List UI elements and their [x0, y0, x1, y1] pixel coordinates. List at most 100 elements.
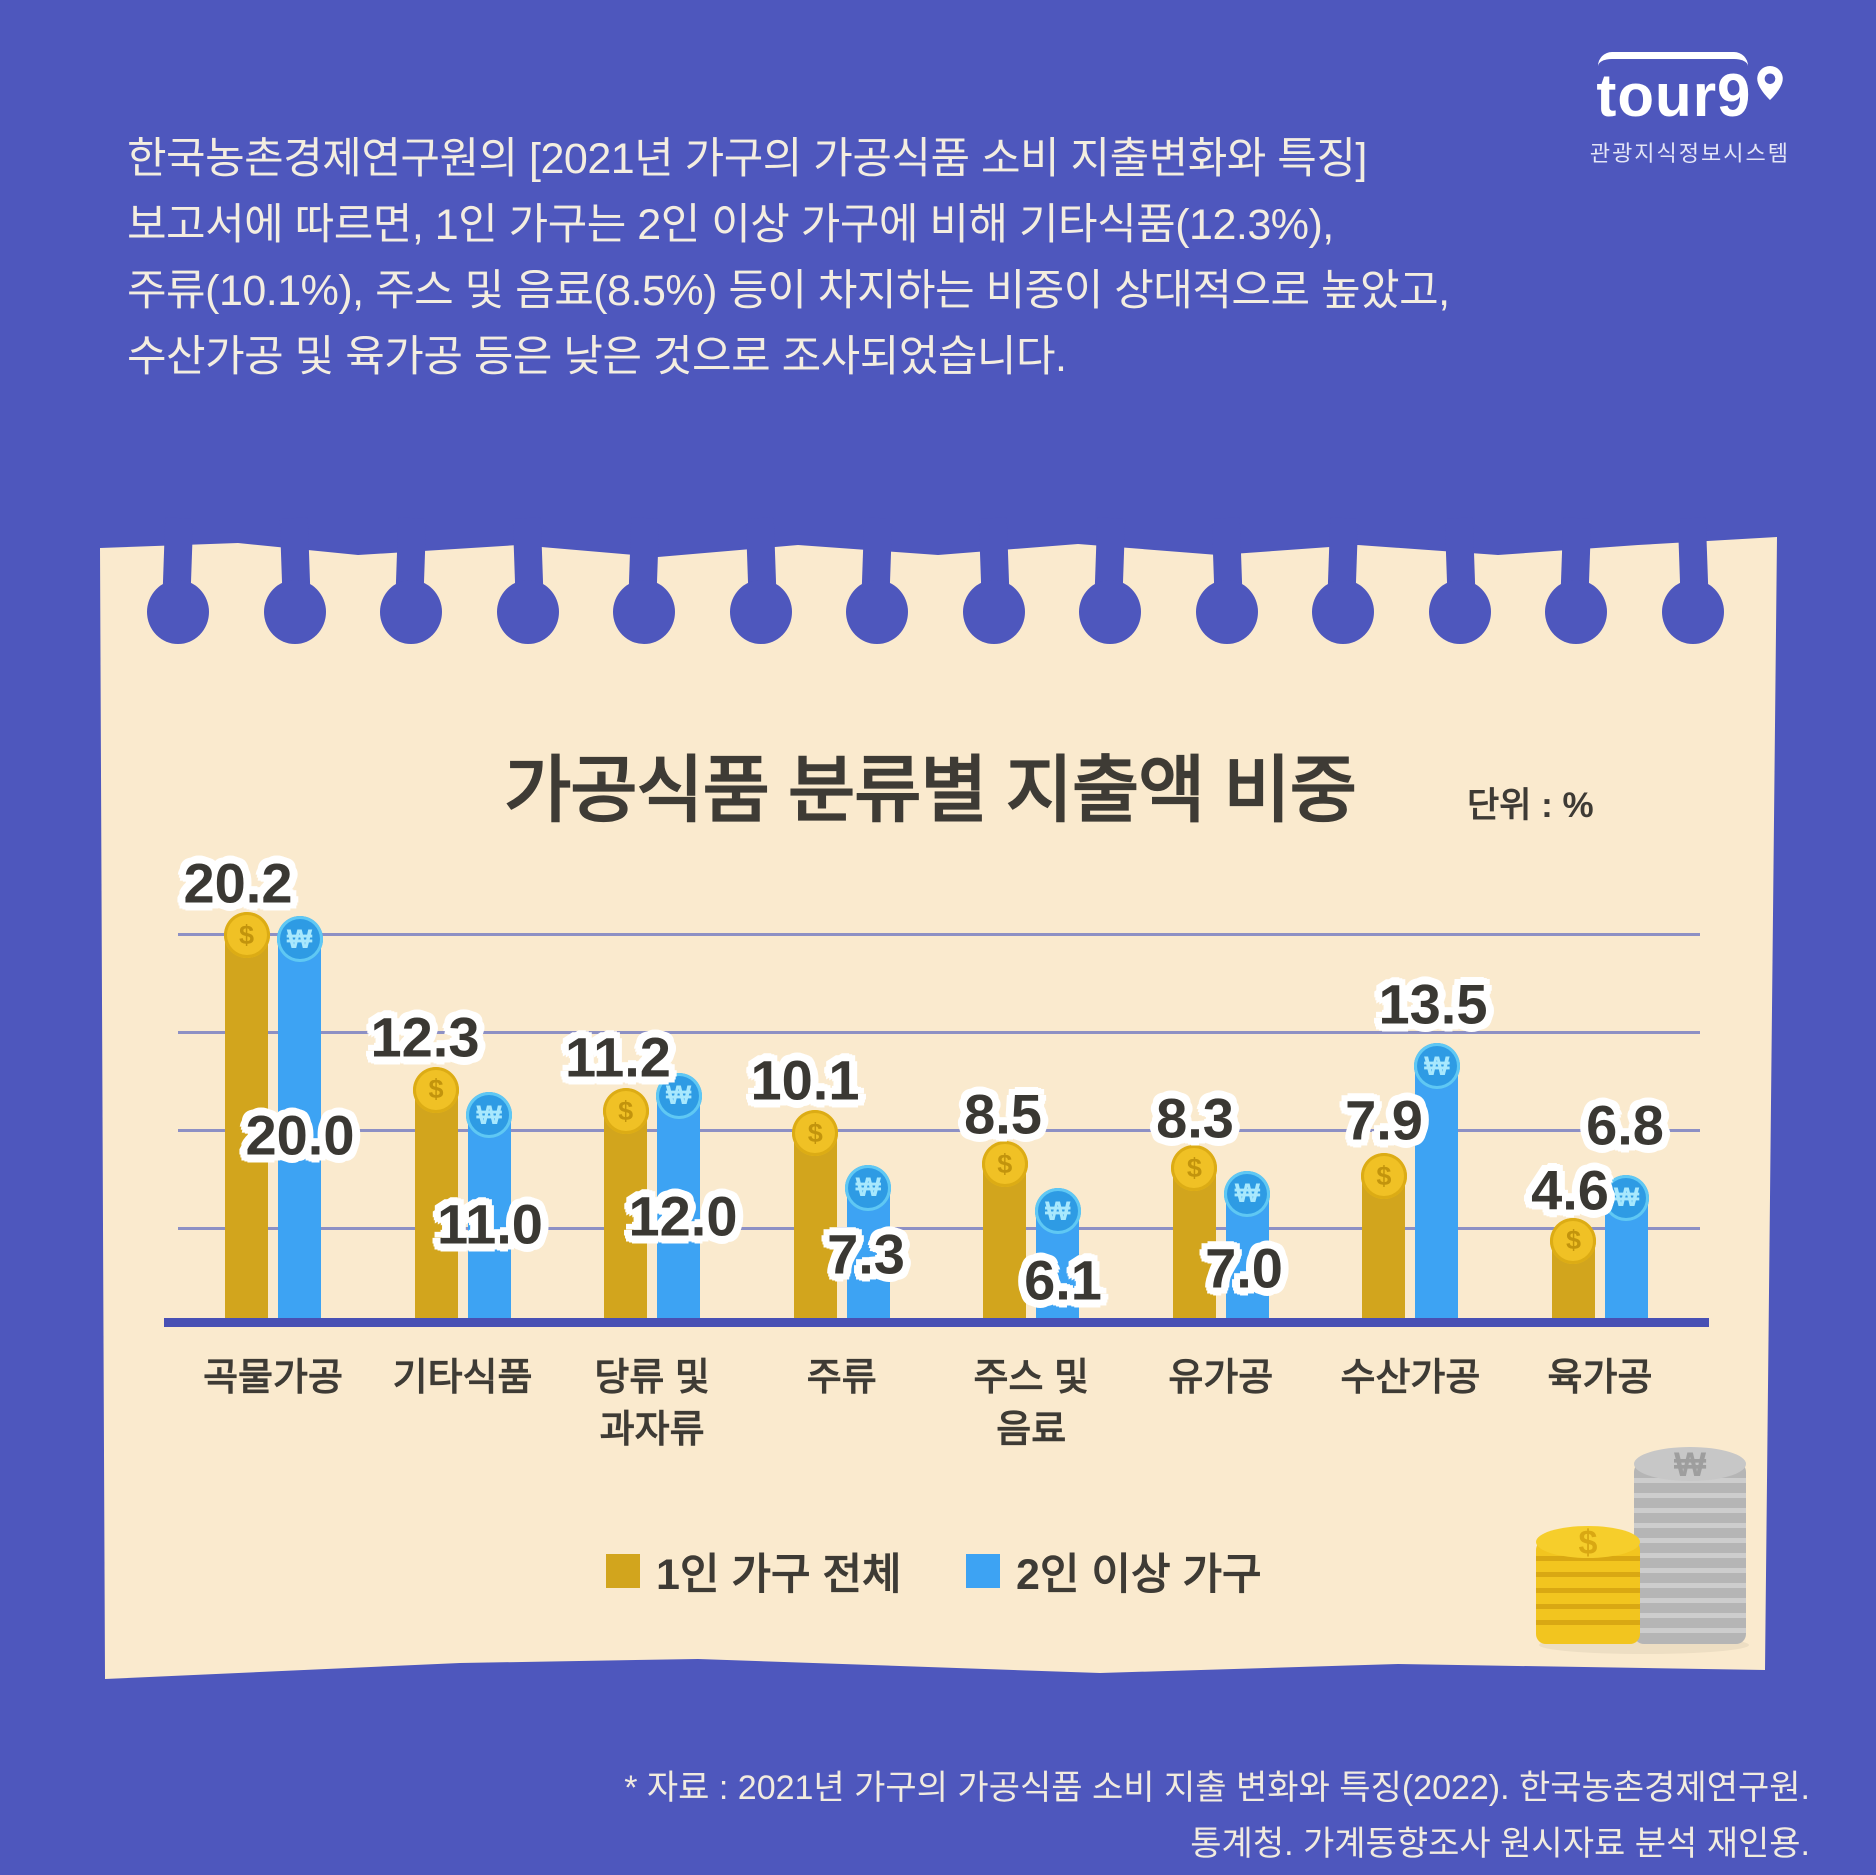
bar-multi-household	[467, 1109, 511, 1322]
torn-hole-stem	[861, 517, 893, 589]
torn-hole	[1079, 580, 1141, 644]
won-coin-icon: ₩	[1413, 1043, 1460, 1090]
source-note: * 자료 : 2021년 가구의 가공식품 소비 지출 변화와 특징(2022)…	[624, 1760, 1810, 1872]
torn-hole-stem	[1327, 517, 1359, 589]
torn-hole-stem	[1211, 517, 1242, 589]
value-label: 10.1	[750, 1048, 860, 1112]
dollar-coin-icon: $	[1360, 1153, 1407, 1200]
coin-stacks-illustration: ₩ $	[1536, 1446, 1749, 1654]
category-label: 수산가공	[1340, 1357, 1481, 1399]
legend-item-multi-household: 2인 이상 가구	[966, 1540, 1262, 1602]
value-label: 7.0	[1205, 1236, 1283, 1300]
category-label: 주스 및 음료	[973, 1357, 1089, 1451]
torn-hole	[1312, 580, 1374, 644]
gridline	[178, 1031, 1700, 1034]
torn-hole	[380, 580, 442, 644]
won-coin-stack: ₩	[1634, 1446, 1746, 1644]
bar-multi-household	[278, 933, 321, 1322]
value-label: 12.0	[628, 1184, 738, 1248]
value-label: 7.9	[1345, 1088, 1423, 1152]
torn-hole-stem	[1444, 517, 1475, 589]
value-label: 11.0	[437, 1192, 543, 1256]
won-coin-icon: ₩	[845, 1164, 892, 1211]
torn-hole-stem	[978, 517, 1009, 589]
category-label: 당류 및 과자류	[594, 1357, 710, 1451]
x-axis-baseline	[164, 1318, 1709, 1327]
value-label: 13.5	[1378, 972, 1488, 1036]
category-label: 유가공	[1168, 1357, 1274, 1399]
dollar-coin-stack: $	[1536, 1524, 1640, 1644]
won-coin-icon: ₩	[276, 916, 323, 962]
logo-handle-line	[1597, 52, 1748, 77]
svg-text:$: $	[1579, 1524, 1598, 1562]
legend-label: 1인 가구 전체	[656, 1551, 902, 1599]
intro-line: 한국농촌경제연구원의 [2021년 가구의 가공식품 소비 지출변화와 특징]	[127, 135, 1367, 183]
tour9-logo-text: tour9	[1596, 62, 1752, 129]
value-label: 8.3	[1156, 1086, 1234, 1150]
won-coin-icon: ₩	[1224, 1170, 1271, 1217]
dollar-coin-icon: $	[1171, 1145, 1218, 1192]
torn-hole-stem	[162, 517, 194, 589]
won-coin-icon: ₩	[466, 1092, 513, 1139]
bar-single-household	[604, 1105, 648, 1322]
bar-single-household	[225, 929, 268, 1322]
bar-single-household	[793, 1127, 837, 1322]
intro-line: 보고서에 따르면, 1인 가구는 2인 이상 가구에 비해 기타식품(12.3%…	[127, 201, 1334, 249]
torn-hole	[263, 580, 326, 644]
dollar-coin-icon: $	[792, 1110, 839, 1157]
torn-hole	[496, 580, 559, 644]
notebook-paper	[100, 537, 1777, 1679]
chart-title: 가공식품 분류별 지출액 비중	[504, 750, 1357, 831]
torn-hole	[147, 580, 209, 644]
source-line: 통계청. 가계동향조사 원시자료 분석 재인용.	[1190, 1825, 1810, 1863]
value-label: 4.6	[1531, 1158, 1609, 1222]
torn-hole	[962, 580, 1025, 644]
torn-hole	[729, 580, 792, 644]
dollar-coin-icon: $	[223, 912, 270, 959]
torn-hole-stem	[279, 517, 310, 589]
won-coin-icon: ₩	[1603, 1174, 1650, 1221]
value-label: 20.2	[183, 851, 293, 915]
legend-swatch-blue	[966, 1554, 1000, 1588]
bar-multi-household	[1415, 1060, 1459, 1322]
intro-paragraph: 한국농촌경제연구원의 [2021년 가구의 가공식품 소비 지출변화와 특징] …	[127, 126, 1450, 390]
logo-subtitle: 관광지식정보시스템	[1589, 141, 1790, 166]
legend-label: 2인 이상 가구	[1016, 1551, 1262, 1599]
source-line: * 자료 : 2021년 가구의 가공식품 소비 지출 변화와 특징(2022)…	[624, 1769, 1810, 1807]
bar-single-household	[414, 1083, 458, 1322]
torn-hole-stem	[395, 517, 427, 589]
gridline	[178, 933, 1700, 936]
value-label: 20.0	[245, 1103, 355, 1167]
value-label: 8.5	[964, 1082, 1042, 1146]
unit-label: 단위 : %	[1467, 786, 1594, 825]
bar-multi-household	[657, 1089, 701, 1322]
tour9-logo: tour9 관광지식정보시스템	[1590, 52, 1790, 168]
legend-swatch-yellow	[606, 1554, 640, 1588]
value-label: 11.2	[565, 1025, 671, 1089]
category-label: 기타식품	[392, 1357, 533, 1399]
torn-hole-stem	[1094, 517, 1126, 589]
dollar-coin-icon: $	[981, 1141, 1028, 1188]
category-label: 육가공	[1547, 1357, 1653, 1399]
dollar-coin-icon: $	[602, 1088, 649, 1135]
torn-hole	[1428, 580, 1491, 644]
map-pin-icon	[1757, 66, 1784, 100]
gridline	[178, 1129, 1700, 1132]
torn-hole-stem	[512, 517, 543, 589]
torn-hole	[1195, 580, 1258, 644]
svg-text:₩: ₩	[1674, 1446, 1707, 1484]
intro-line: 주류(10.1%), 주스 및 음료(8.5%) 등이 차지하는 비중이 상대적…	[127, 267, 1450, 315]
torn-hole-stem	[1677, 517, 1708, 589]
won-coin-icon: ₩	[655, 1072, 702, 1119]
category-label: 곡물가공	[203, 1357, 343, 1399]
torn-hole-stem	[1560, 517, 1592, 589]
legend-item-single-household: 1인 가구 전체	[606, 1540, 902, 1602]
torn-hole	[613, 580, 675, 644]
intro-line: 수산가공 및 육가공 등은 낮은 것으로 조사되었습니다.	[127, 333, 1067, 381]
gridline	[178, 1227, 1700, 1230]
value-label: 6.1	[1024, 1248, 1102, 1312]
torn-hole	[1661, 580, 1724, 644]
dollar-coin-icon: $	[413, 1066, 460, 1113]
dollar-coin-icon: $	[1550, 1217, 1597, 1264]
